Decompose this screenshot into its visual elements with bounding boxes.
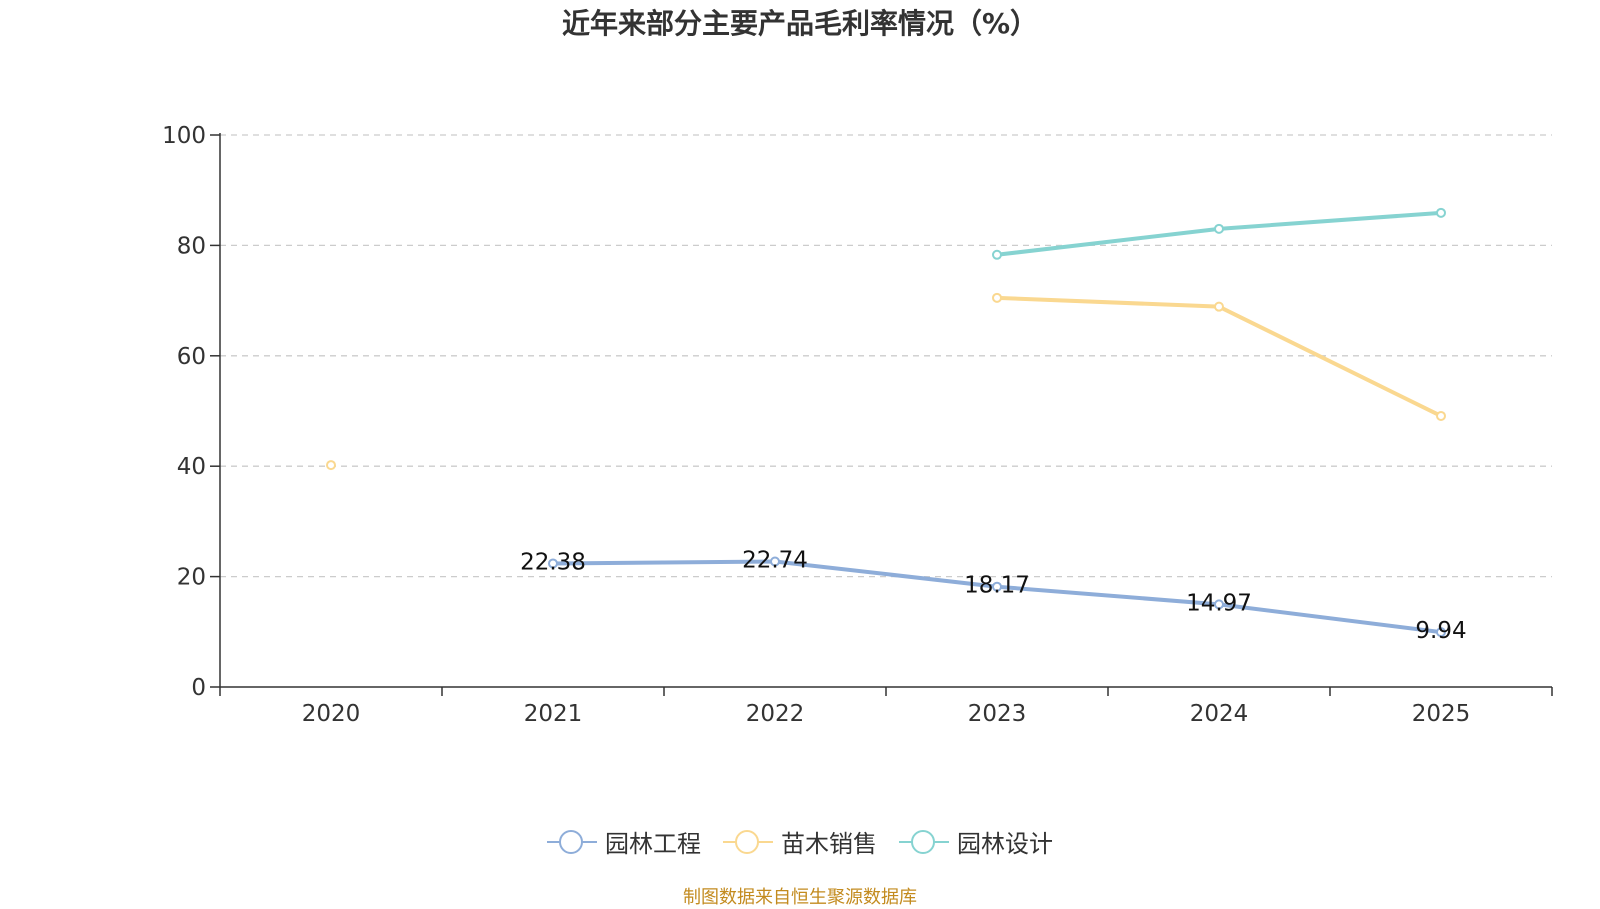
data-point[interactable] [992,249,1002,260]
data-label: 22.38 [520,549,586,575]
data-point[interactable] [1214,301,1224,312]
legend-item-1[interactable]: 园林工程 [547,824,701,859]
data-point[interactable] [1436,410,1446,421]
y-tick-label: 80 [177,233,206,259]
data-point[interactable] [1214,599,1224,610]
source-note: 制图数据来自恒生聚源数据库 [683,887,917,908]
data-label: 9.94 [1415,618,1466,644]
series-line-2 [996,295,1442,418]
legend-label: 园林工程 [605,830,701,858]
data-point[interactable] [1436,207,1446,218]
x-tick-label: 2022 [746,701,805,727]
chart-title: 近年来部分主要产品毛利率情况（%） [561,7,1039,40]
axes: 0 20 40 60 80 100 2020 2021 2022 2023 2024 2025 [162,123,1553,727]
legend-item-3[interactable]: 园林设计 [899,824,1053,859]
legend: 园林工程 苗木销售 园林设计 [0,824,1600,859]
series-layer [326,207,1446,638]
y-tick-label: 20 [177,565,206,591]
y-tick-label: 60 [177,344,206,370]
data-point[interactable] [326,460,336,471]
data-point[interactable] [1214,223,1224,234]
legend-label: 园林设计 [957,830,1053,858]
data-point[interactable] [548,558,558,569]
data-point[interactable] [992,292,1002,303]
legend-label: 苗木销售 [781,830,877,858]
gridlines [220,134,1552,578]
legend-swatch-icon [547,829,597,855]
data-label: 14.97 [1186,590,1252,616]
x-tick-label: 2025 [1412,701,1471,727]
x-tick-label: 2021 [524,701,583,727]
y-tick-label: 0 [191,675,206,701]
data-label: 22.74 [742,547,808,573]
y-tick-label: 100 [162,123,206,149]
legend-swatch-icon [899,829,949,855]
legend-swatch-icon [723,829,773,855]
data-labels: 22.38 22.74 18.17 14.97 9.94 [520,547,1467,644]
legend-item-2[interactable]: 苗木销售 [723,824,877,859]
x-tick-label: 2023 [968,701,1027,727]
data-label: 18.17 [964,573,1030,599]
data-point[interactable] [770,556,780,567]
x-tick-label: 2024 [1190,701,1249,727]
y-tick-label: 40 [177,454,206,480]
x-tick-label: 2020 [302,701,361,727]
data-point[interactable] [992,581,1002,592]
data-point[interactable] [1436,627,1446,638]
